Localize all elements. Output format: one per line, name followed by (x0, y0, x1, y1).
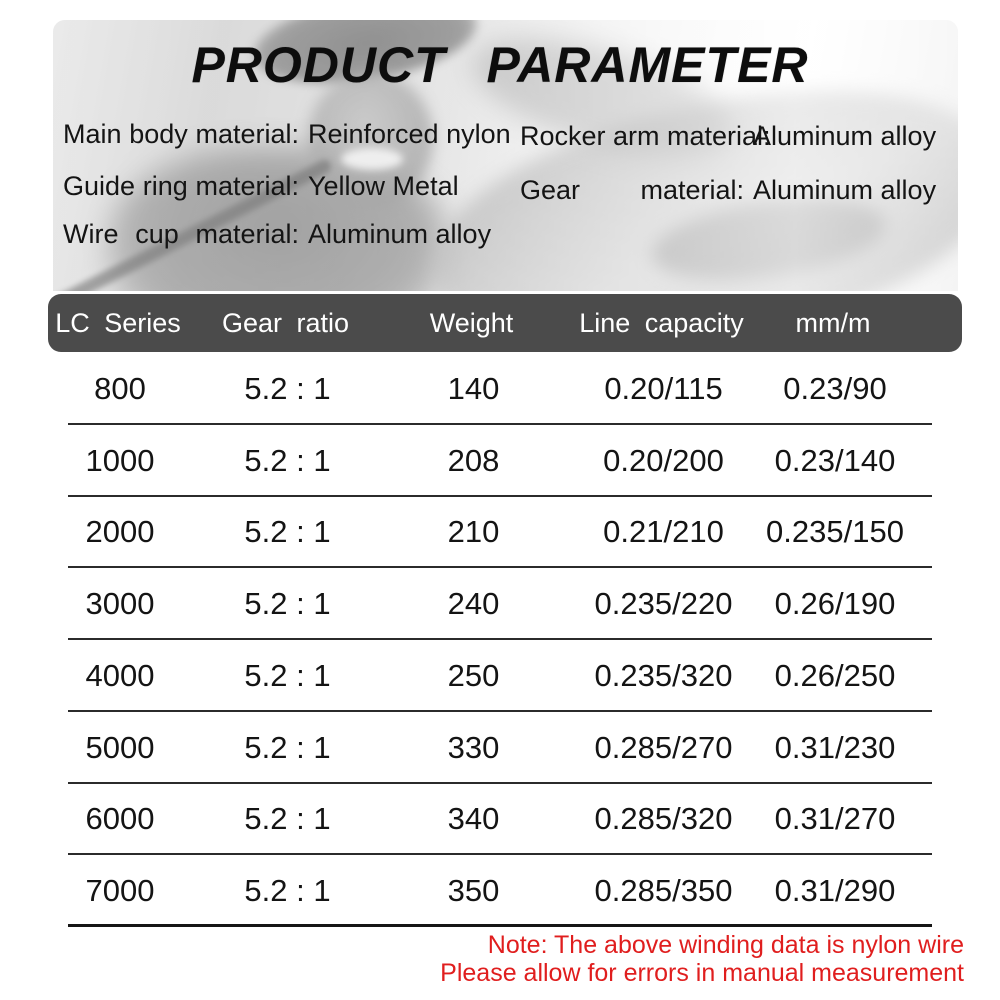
table-cell: 2000 (85, 514, 155, 550)
footnote-line1: Note: The above winding data is nylon wi… (487, 931, 964, 959)
table-cell: 0.20/115 (604, 370, 723, 406)
column-header-gear-ratio: Gear ratio (221, 307, 350, 338)
table-cell: 7000 (85, 873, 155, 909)
table-cell: 5000 (85, 729, 155, 765)
table-cell: 5.2 : 1 (244, 442, 331, 478)
table-cell: 210 (447, 514, 500, 550)
material-label: Gear material: (520, 175, 744, 205)
table-row: 6000 5.2 : 1 340 0.285/320 0.31/270 (50, 784, 950, 856)
column-header-lc-series: LC Series (55, 307, 181, 338)
table-cell: 5.2 : 1 (244, 514, 331, 550)
material-value: Reinforced nylon (308, 119, 511, 149)
table-row: 3000 5.2 : 1 240 0.235/220 0.26/190 (50, 568, 950, 640)
table-cell: 0.235/150 (766, 514, 904, 550)
table-cell: 5.2 : 1 (244, 586, 331, 622)
material-line-main-body: Main body material: Reinforced nylon (63, 116, 511, 152)
table-cell: 0.21/210 (603, 514, 724, 550)
material-label: Main body material: (63, 119, 299, 149)
table-cell: 1000 (85, 442, 155, 478)
table-cell: 5.2 : 1 (244, 801, 331, 837)
table-cell: 800 (94, 370, 146, 406)
column-header-line-capacity: Line capacity (579, 307, 744, 338)
table-cell: 0.31/270 (774, 801, 896, 837)
material-label: Rocker arm material: (520, 121, 771, 151)
material-line-wire-cup: Wire cup material: Aluminum alloy (63, 216, 491, 252)
table-cell: 4000 (85, 657, 155, 693)
material-line-guide-ring: Guide ring material: Yellow Metal (63, 168, 459, 204)
table-cell: 350 (447, 873, 500, 909)
table-cell: 0.31/230 (774, 729, 896, 765)
material-value: Aluminum alloy (753, 175, 937, 205)
material-line-rocker-arm: Rocker arm material:Aluminum alloy (520, 118, 936, 154)
table-cell: 0.285/350 (594, 873, 733, 909)
table-cell: 5.2 : 1 (244, 873, 331, 909)
table-cell: 5.2 : 1 (244, 370, 331, 406)
material-label: Wire cup material: (63, 219, 299, 249)
table-row: 1000 5.2 : 1 208 0.20/200 0.23/140 (50, 425, 950, 497)
footnote-line2: Please allow for errors in manual measur… (440, 959, 964, 987)
table-row: 4000 5.2 : 1 250 0.235/320 0.26/250 (50, 640, 950, 712)
page-title: PRODUCT PARAMETER (191, 37, 809, 93)
material-value: Yellow Metal (308, 171, 459, 201)
footnote: Note: The above winding data is nylon wi… (440, 931, 964, 987)
material-line-gear: Gear material: Aluminum alloy (520, 172, 936, 208)
table-cell: 0.26/250 (774, 657, 896, 693)
table-cell: 240 (447, 586, 500, 622)
material-value: Aluminum alloy (308, 219, 492, 249)
table-cell: 0.285/270 (594, 729, 733, 765)
table-row: 800 5.2 : 1 140 0.20/115 0.23/90 (50, 353, 950, 425)
table-cell: 0.31/290 (774, 873, 896, 909)
table-cell: 0.23/140 (774, 442, 896, 478)
table-cell: 5.2 : 1 (244, 729, 331, 765)
table-row: 7000 5.2 : 1 350 0.285/350 0.31/290 (50, 855, 950, 927)
table-header: LC Series Gear ratio Weight Line capacit… (48, 294, 962, 352)
table-cell: 250 (447, 657, 500, 693)
table-cell: 208 (447, 442, 500, 478)
table-cell: 6000 (85, 801, 155, 837)
table-row: 2000 5.2 : 1 210 0.21/210 0.235/150 (50, 497, 950, 569)
table-row: 5000 5.2 : 1 330 0.285/270 0.31/230 (50, 712, 950, 784)
column-header-mm-m: mm/m (795, 307, 871, 338)
table-cell: 0.26/190 (774, 586, 896, 622)
table-cell: 340 (447, 801, 500, 837)
column-header-weight: Weight (429, 307, 514, 338)
table-cell: 140 (447, 370, 500, 406)
photo-white-overlay (53, 20, 958, 291)
table-cell: 0.20/200 (603, 442, 724, 478)
table-cell: 0.235/320 (594, 657, 733, 693)
table-cell: 0.23/90 (783, 370, 887, 406)
material-value: Aluminum alloy (753, 121, 937, 151)
background-photo (53, 20, 958, 291)
table-cell: 5.2 : 1 (244, 657, 331, 693)
table-cell: 330 (447, 729, 500, 765)
table-cell: 0.285/320 (594, 801, 733, 837)
table-cell: 3000 (85, 586, 155, 622)
material-label: Guide ring material: (63, 171, 299, 201)
table-cell: 0.235/220 (594, 586, 733, 622)
